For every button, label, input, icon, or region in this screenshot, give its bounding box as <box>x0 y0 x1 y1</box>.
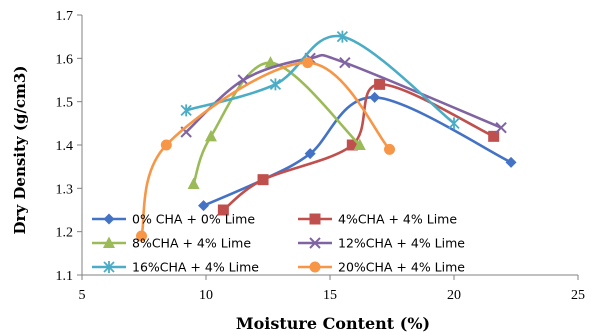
data-point <box>187 177 200 189</box>
data-point <box>160 139 172 151</box>
x-tick-label: 10 <box>199 288 213 303</box>
data-point <box>448 117 460 130</box>
series-3 <box>187 56 366 189</box>
data-point <box>346 139 358 151</box>
x-tick-label: 15 <box>323 288 337 303</box>
legend-label: 12%CHA + 4% Lime <box>338 236 465 251</box>
series-1 <box>198 91 517 212</box>
series-line <box>140 61 391 237</box>
y-tick-label: 1.3 <box>56 182 74 197</box>
data-point <box>304 148 316 160</box>
axes: 1.1 1.2 1.3 1.4 1.5 1.6 1.7 5 10 15 20 25 <box>56 9 586 303</box>
legend-label: 16%CHA + 4% Lime <box>132 260 259 275</box>
x-tick-label: 25 <box>571 288 585 303</box>
data-point <box>204 129 217 142</box>
legend-item: 12%CHA + 4% Lime <box>298 236 465 251</box>
data-point <box>374 78 386 90</box>
legend-item: 16%CHA + 4% Lime <box>92 260 259 275</box>
legend-item: 4%CHA + 4% Lime <box>298 212 457 227</box>
data-point <box>237 74 249 86</box>
data-point <box>264 56 277 68</box>
y-axis-title: Dry Density (g/cm3) <box>11 66 29 235</box>
series-line <box>185 34 455 125</box>
y-tick-label: 1.7 <box>56 9 74 24</box>
legend-marker <box>309 237 321 249</box>
data-point <box>353 138 366 150</box>
data-point <box>384 143 396 155</box>
legend-marker <box>103 261 115 273</box>
y-tick-label: 1.2 <box>56 226 74 241</box>
data-point <box>136 230 148 242</box>
x-tick-label: 20 <box>447 288 461 303</box>
data-point <box>198 200 210 212</box>
data-point <box>257 174 269 186</box>
data-point <box>505 156 517 168</box>
data-point <box>339 56 351 69</box>
legend-label: 4%CHA + 4% Lime <box>338 212 457 227</box>
y-tick-label: 1.4 <box>56 139 74 154</box>
data-point <box>495 121 507 134</box>
series-6 <box>136 57 396 242</box>
data-point <box>302 57 314 69</box>
data-point <box>336 30 349 43</box>
series-line <box>202 96 512 207</box>
data-point <box>269 78 282 91</box>
legend-marker <box>103 236 115 248</box>
legend-marker <box>309 261 321 273</box>
data-point <box>488 130 500 142</box>
legend-item: 0% CHA + 0% Lime <box>92 212 255 227</box>
x-tick-label: 5 <box>79 288 86 303</box>
data-point <box>369 91 381 103</box>
y-tick-label: 1.1 <box>56 269 74 284</box>
legend-item: 8%CHA + 4% Lime <box>92 236 251 251</box>
legend-label: 20%CHA + 4% Lime <box>338 260 465 275</box>
legend-marker <box>309 213 321 225</box>
legend-label: 8%CHA + 4% Lime <box>132 236 251 251</box>
data-point <box>217 204 229 216</box>
y-tick-label: 1.5 <box>56 96 74 111</box>
legend-marker <box>103 213 115 225</box>
x-axis-title: Moisture Content (%) <box>236 314 430 333</box>
series-layer <box>136 30 517 242</box>
y-tick-label: 1.6 <box>56 52 74 67</box>
series-5 <box>180 30 460 130</box>
legend: 0% CHA + 0% Lime 4%CHA + 4% Lime 8%CHA + 4… <box>92 212 465 275</box>
data-point <box>180 104 192 117</box>
legend-label: 0% CHA + 0% Lime <box>132 212 255 227</box>
legend-item: 20%CHA + 4% Lime <box>298 260 465 275</box>
